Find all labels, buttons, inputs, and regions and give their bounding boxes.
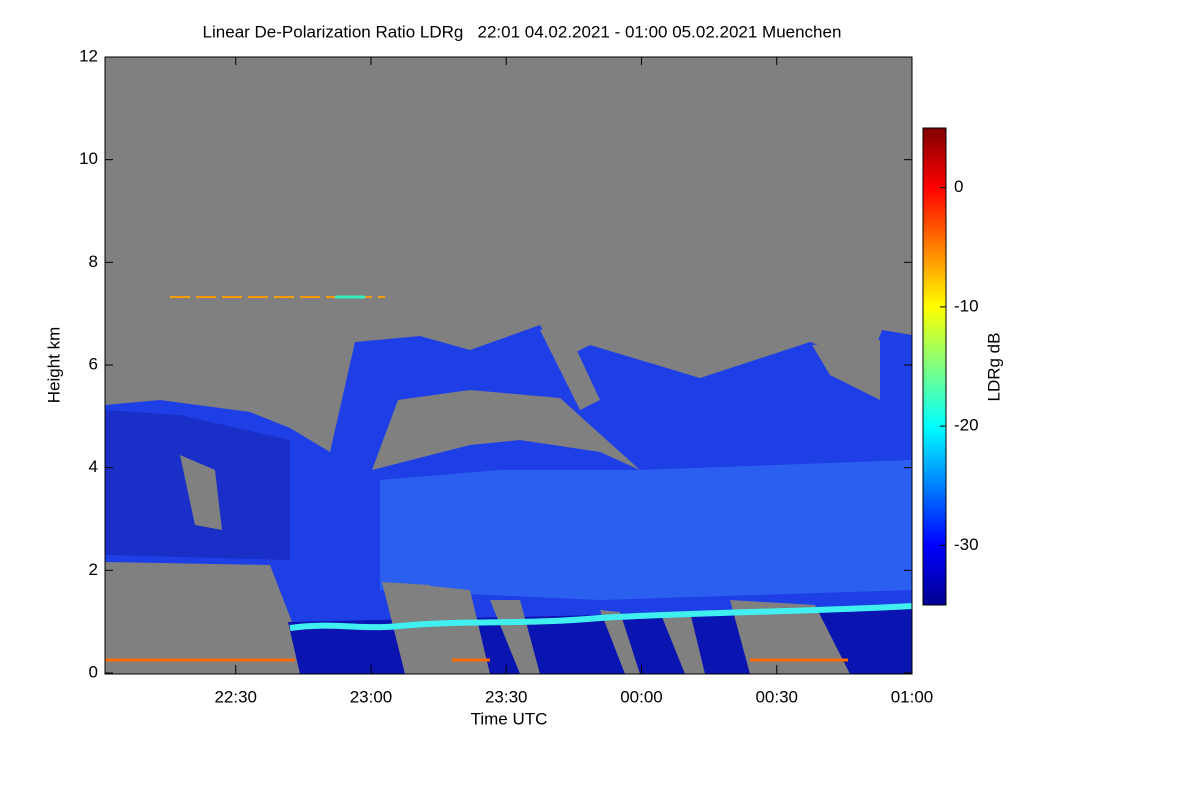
colorbar-tick-label: -30 bbox=[954, 535, 979, 554]
y-tick-label: 12 bbox=[79, 46, 98, 65]
x-tick-label: 23:30 bbox=[485, 687, 528, 706]
y-tick-label: 4 bbox=[89, 457, 98, 476]
x-axis-label: Time UTC bbox=[471, 709, 548, 728]
colorbar bbox=[922, 127, 947, 606]
colorbar-tick-label: 0 bbox=[954, 177, 963, 196]
colorbar-label: LDRg dB bbox=[984, 333, 1003, 402]
y-tick-label: 10 bbox=[79, 149, 98, 168]
colorbar-tick-label: -10 bbox=[954, 296, 979, 315]
y-axis-label: Height km bbox=[44, 327, 63, 404]
y-tick-label: 0 bbox=[89, 662, 98, 681]
heatmap-field bbox=[105, 57, 912, 674]
x-tick-label: 01:00 bbox=[891, 687, 934, 706]
x-tick-label: 00:30 bbox=[755, 687, 798, 706]
x-tick-label: 23:00 bbox=[350, 687, 393, 706]
y-tick-label: 6 bbox=[89, 354, 98, 373]
x-tick-label: 00:00 bbox=[620, 687, 663, 706]
chart-title: Linear De-Polarization Ratio LDRg 22:01 … bbox=[203, 22, 842, 41]
y-tick-label: 8 bbox=[89, 252, 98, 271]
y-tick-label: 2 bbox=[89, 560, 98, 579]
x-tick-label: 22:30 bbox=[214, 687, 257, 706]
colorbar-tick-label: -20 bbox=[954, 416, 979, 435]
